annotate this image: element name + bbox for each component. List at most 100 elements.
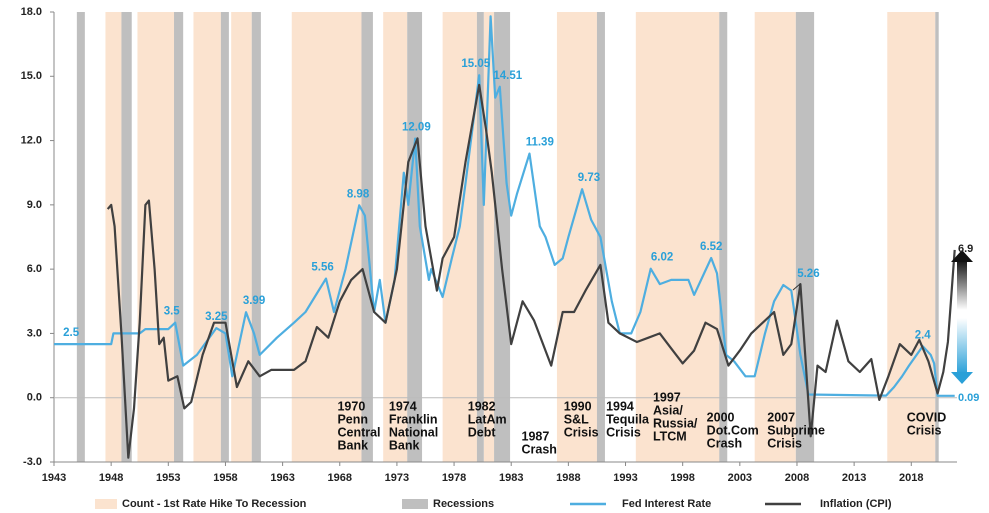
event-label: National — [389, 425, 438, 439]
x-tick-label: 2008 — [785, 472, 809, 484]
x-tick-label: 1973 — [385, 472, 409, 484]
event-label: Crash — [522, 442, 557, 456]
event-label: Crisis — [907, 423, 942, 437]
arrow-up — [957, 260, 967, 310]
event-label: 1997 — [653, 390, 681, 404]
band — [476, 12, 484, 462]
x-tick-label: 1978 — [442, 472, 466, 484]
event-label: Russia/ — [653, 416, 698, 430]
legend-label: Recessions — [433, 498, 494, 510]
y-tick-label: 0.0 — [27, 392, 42, 404]
event-label: 1974 — [389, 399, 417, 413]
y-tick-label: 9.0 — [27, 199, 42, 211]
legend-swatch — [402, 499, 428, 509]
series-line — [54, 15, 955, 397]
arrow-up-head — [951, 250, 973, 262]
event-label: Bank — [337, 438, 368, 452]
value-callout: 5.26 — [797, 268, 819, 280]
x-tick-label: 1963 — [270, 472, 294, 484]
x-tick-label: 1968 — [328, 472, 352, 484]
event-label: Bank — [389, 438, 420, 452]
value-callout: 6.52 — [700, 241, 722, 253]
legend-label: Fed Interest Rate — [622, 498, 711, 510]
band — [483, 12, 495, 462]
event-label: Debt — [468, 425, 497, 439]
band — [121, 12, 132, 462]
event-label: Tequila — [606, 412, 650, 426]
band — [556, 12, 597, 462]
event-label: 1970 — [337, 399, 365, 413]
event-label: 1990 — [564, 399, 592, 413]
band — [494, 12, 511, 462]
event-label: Crash — [707, 436, 742, 450]
x-tick-label: 1998 — [670, 472, 694, 484]
y-tick-label: 3.0 — [27, 327, 42, 339]
value-callout: 12.09 — [402, 122, 431, 134]
event-label: COVID — [907, 410, 947, 424]
arrow-down — [957, 318, 967, 374]
band — [291, 12, 362, 462]
x-tick-label: 1943 — [42, 472, 66, 484]
value-callout: 3.99 — [243, 295, 265, 307]
series-line — [106, 83, 956, 459]
band — [174, 12, 184, 462]
x-tick-label: 2018 — [899, 472, 923, 484]
value-callout: 3.5 — [164, 306, 181, 318]
event-label: 1982 — [468, 399, 496, 413]
event-label: Dot.Com — [707, 423, 759, 437]
event-label: Subprime — [767, 423, 825, 437]
x-tick-label: 1983 — [499, 472, 523, 484]
y-tick-label: 15.0 — [21, 70, 42, 82]
event-label: LatAm — [468, 412, 507, 426]
band — [193, 12, 221, 462]
arrow-down-head — [951, 372, 973, 384]
value-callout: 14.51 — [493, 70, 522, 82]
band — [407, 12, 423, 462]
event-label: 2007 — [767, 410, 795, 424]
band — [635, 12, 720, 462]
band — [220, 12, 229, 462]
band — [719, 12, 728, 462]
leader-line — [792, 283, 801, 291]
x-tick-label: 1958 — [213, 472, 237, 484]
event-label: LTCM — [653, 429, 687, 443]
band — [887, 12, 936, 462]
value-callout: 11.39 — [526, 137, 554, 149]
event-label: Crisis — [767, 436, 802, 450]
value-callout: 15.05 — [461, 58, 490, 70]
band — [383, 12, 408, 462]
event-label: Asia/ — [653, 403, 683, 417]
y-tick-label: 6.0 — [27, 263, 42, 275]
value-callout: 5.56 — [311, 262, 333, 274]
x-tick-label: 1953 — [156, 472, 180, 484]
value-callout: 9.73 — [578, 172, 600, 184]
y-tick-label: 12.0 — [21, 134, 42, 146]
legend-label: Count - 1st Rate Hike To Recession — [122, 498, 307, 510]
event-label: Crisis — [564, 425, 599, 439]
legend-label: Inflation (CPI) — [820, 498, 892, 510]
band — [442, 12, 477, 462]
event-label: S&L — [564, 412, 589, 426]
x-tick-label: 1993 — [613, 472, 637, 484]
legend-swatch — [95, 499, 117, 509]
band — [76, 12, 85, 462]
event-label: Central — [337, 425, 380, 439]
y-tick-label: -3.0 — [23, 456, 42, 468]
band — [935, 12, 939, 462]
event-label: Penn — [337, 412, 368, 426]
band — [754, 12, 796, 462]
event-label: Crisis — [606, 425, 641, 439]
x-tick-label: 1988 — [556, 472, 580, 484]
band — [251, 12, 261, 462]
value-callout: 3.25 — [205, 311, 228, 323]
value-callout: 2.5 — [63, 327, 80, 339]
x-tick-label: 1948 — [99, 472, 123, 484]
event-label: Franklin — [389, 412, 438, 426]
value-callout: 6.02 — [651, 252, 673, 264]
x-tick-label: 2003 — [728, 472, 752, 484]
band — [105, 12, 122, 462]
x-tick-label: 2013 — [842, 472, 866, 484]
event-label: 1987 — [522, 429, 550, 443]
event-label: 2000 — [707, 410, 735, 424]
